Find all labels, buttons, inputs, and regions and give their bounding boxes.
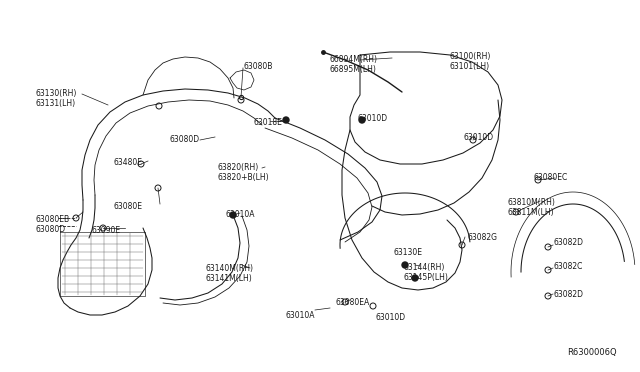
Text: 63140M(RH): 63140M(RH) [205,264,253,273]
Text: 63820+B(LH): 63820+B(LH) [218,173,269,182]
Text: 63101(LH): 63101(LH) [450,62,490,71]
Text: 63010D: 63010D [463,133,493,142]
Text: R6300006Q: R6300006Q [567,348,616,357]
Text: 63131(LH): 63131(LH) [35,99,75,108]
Text: 63010A: 63010A [225,210,255,219]
Text: 63080B: 63080B [243,62,273,71]
Text: 63082C: 63082C [553,262,582,271]
Text: 66894M(RH): 66894M(RH) [330,55,378,64]
Text: 63090E: 63090E [92,226,121,235]
Text: 63820(RH): 63820(RH) [218,163,259,172]
Text: 63080EC: 63080EC [533,173,567,182]
Text: 63082D: 63082D [553,238,583,247]
Text: 63080D: 63080D [35,225,65,234]
Text: 63145P(LH): 63145P(LH) [403,273,448,282]
Text: 63100(RH): 63100(RH) [450,52,492,61]
Text: 63010A: 63010A [286,311,316,320]
Text: 63130(RH): 63130(RH) [35,89,76,98]
Text: 63080E: 63080E [113,202,142,211]
Circle shape [359,117,365,123]
Circle shape [283,117,289,123]
Circle shape [230,212,236,218]
Text: 63010D: 63010D [358,114,388,123]
Text: 63080EA: 63080EA [335,298,369,307]
Circle shape [402,262,408,268]
Text: 63130E: 63130E [393,248,422,257]
Text: 63141M(LH): 63141M(LH) [205,274,252,283]
Text: 66895M(LH): 66895M(LH) [330,65,377,74]
Text: 63018E: 63018E [253,118,282,127]
Text: 63080EB: 63080EB [35,215,69,224]
Text: 63480E: 63480E [113,158,142,167]
Circle shape [412,275,418,281]
Text: 63082G: 63082G [468,233,498,242]
Text: 63010D: 63010D [376,313,406,322]
Text: 63810M(RH): 63810M(RH) [508,198,556,207]
Text: 63082D: 63082D [553,290,583,299]
Text: 63811M(LH): 63811M(LH) [508,208,555,217]
Text: 63080D: 63080D [170,135,200,144]
Text: 63144(RH): 63144(RH) [403,263,444,272]
